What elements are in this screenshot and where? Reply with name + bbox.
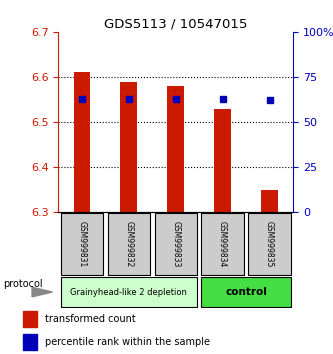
Bar bbox=[201, 213, 244, 275]
Text: GSM999835: GSM999835 bbox=[265, 221, 274, 268]
Text: GSM999832: GSM999832 bbox=[124, 221, 133, 267]
Bar bbox=[214, 109, 231, 212]
Bar bbox=[61, 213, 103, 275]
Title: GDS5113 / 10547015: GDS5113 / 10547015 bbox=[104, 18, 247, 31]
Bar bbox=[108, 213, 150, 275]
Text: protocol: protocol bbox=[3, 279, 43, 289]
Bar bbox=[23, 334, 37, 350]
Bar bbox=[23, 311, 37, 327]
Text: transformed count: transformed count bbox=[45, 314, 136, 325]
Text: percentile rank within the sample: percentile rank within the sample bbox=[45, 337, 210, 348]
Bar bbox=[121, 81, 137, 212]
Polygon shape bbox=[32, 287, 53, 297]
Bar bbox=[248, 213, 291, 275]
Bar bbox=[261, 190, 278, 212]
Text: Grainyhead-like 2 depletion: Grainyhead-like 2 depletion bbox=[70, 287, 187, 297]
Bar bbox=[167, 86, 184, 212]
Text: GSM999833: GSM999833 bbox=[171, 221, 180, 268]
Bar bbox=[155, 213, 197, 275]
Text: GSM999831: GSM999831 bbox=[77, 221, 86, 267]
Text: control: control bbox=[225, 287, 267, 297]
Bar bbox=[61, 277, 197, 307]
Bar bbox=[74, 73, 90, 212]
Bar bbox=[201, 277, 291, 307]
Text: GSM999834: GSM999834 bbox=[218, 221, 227, 268]
